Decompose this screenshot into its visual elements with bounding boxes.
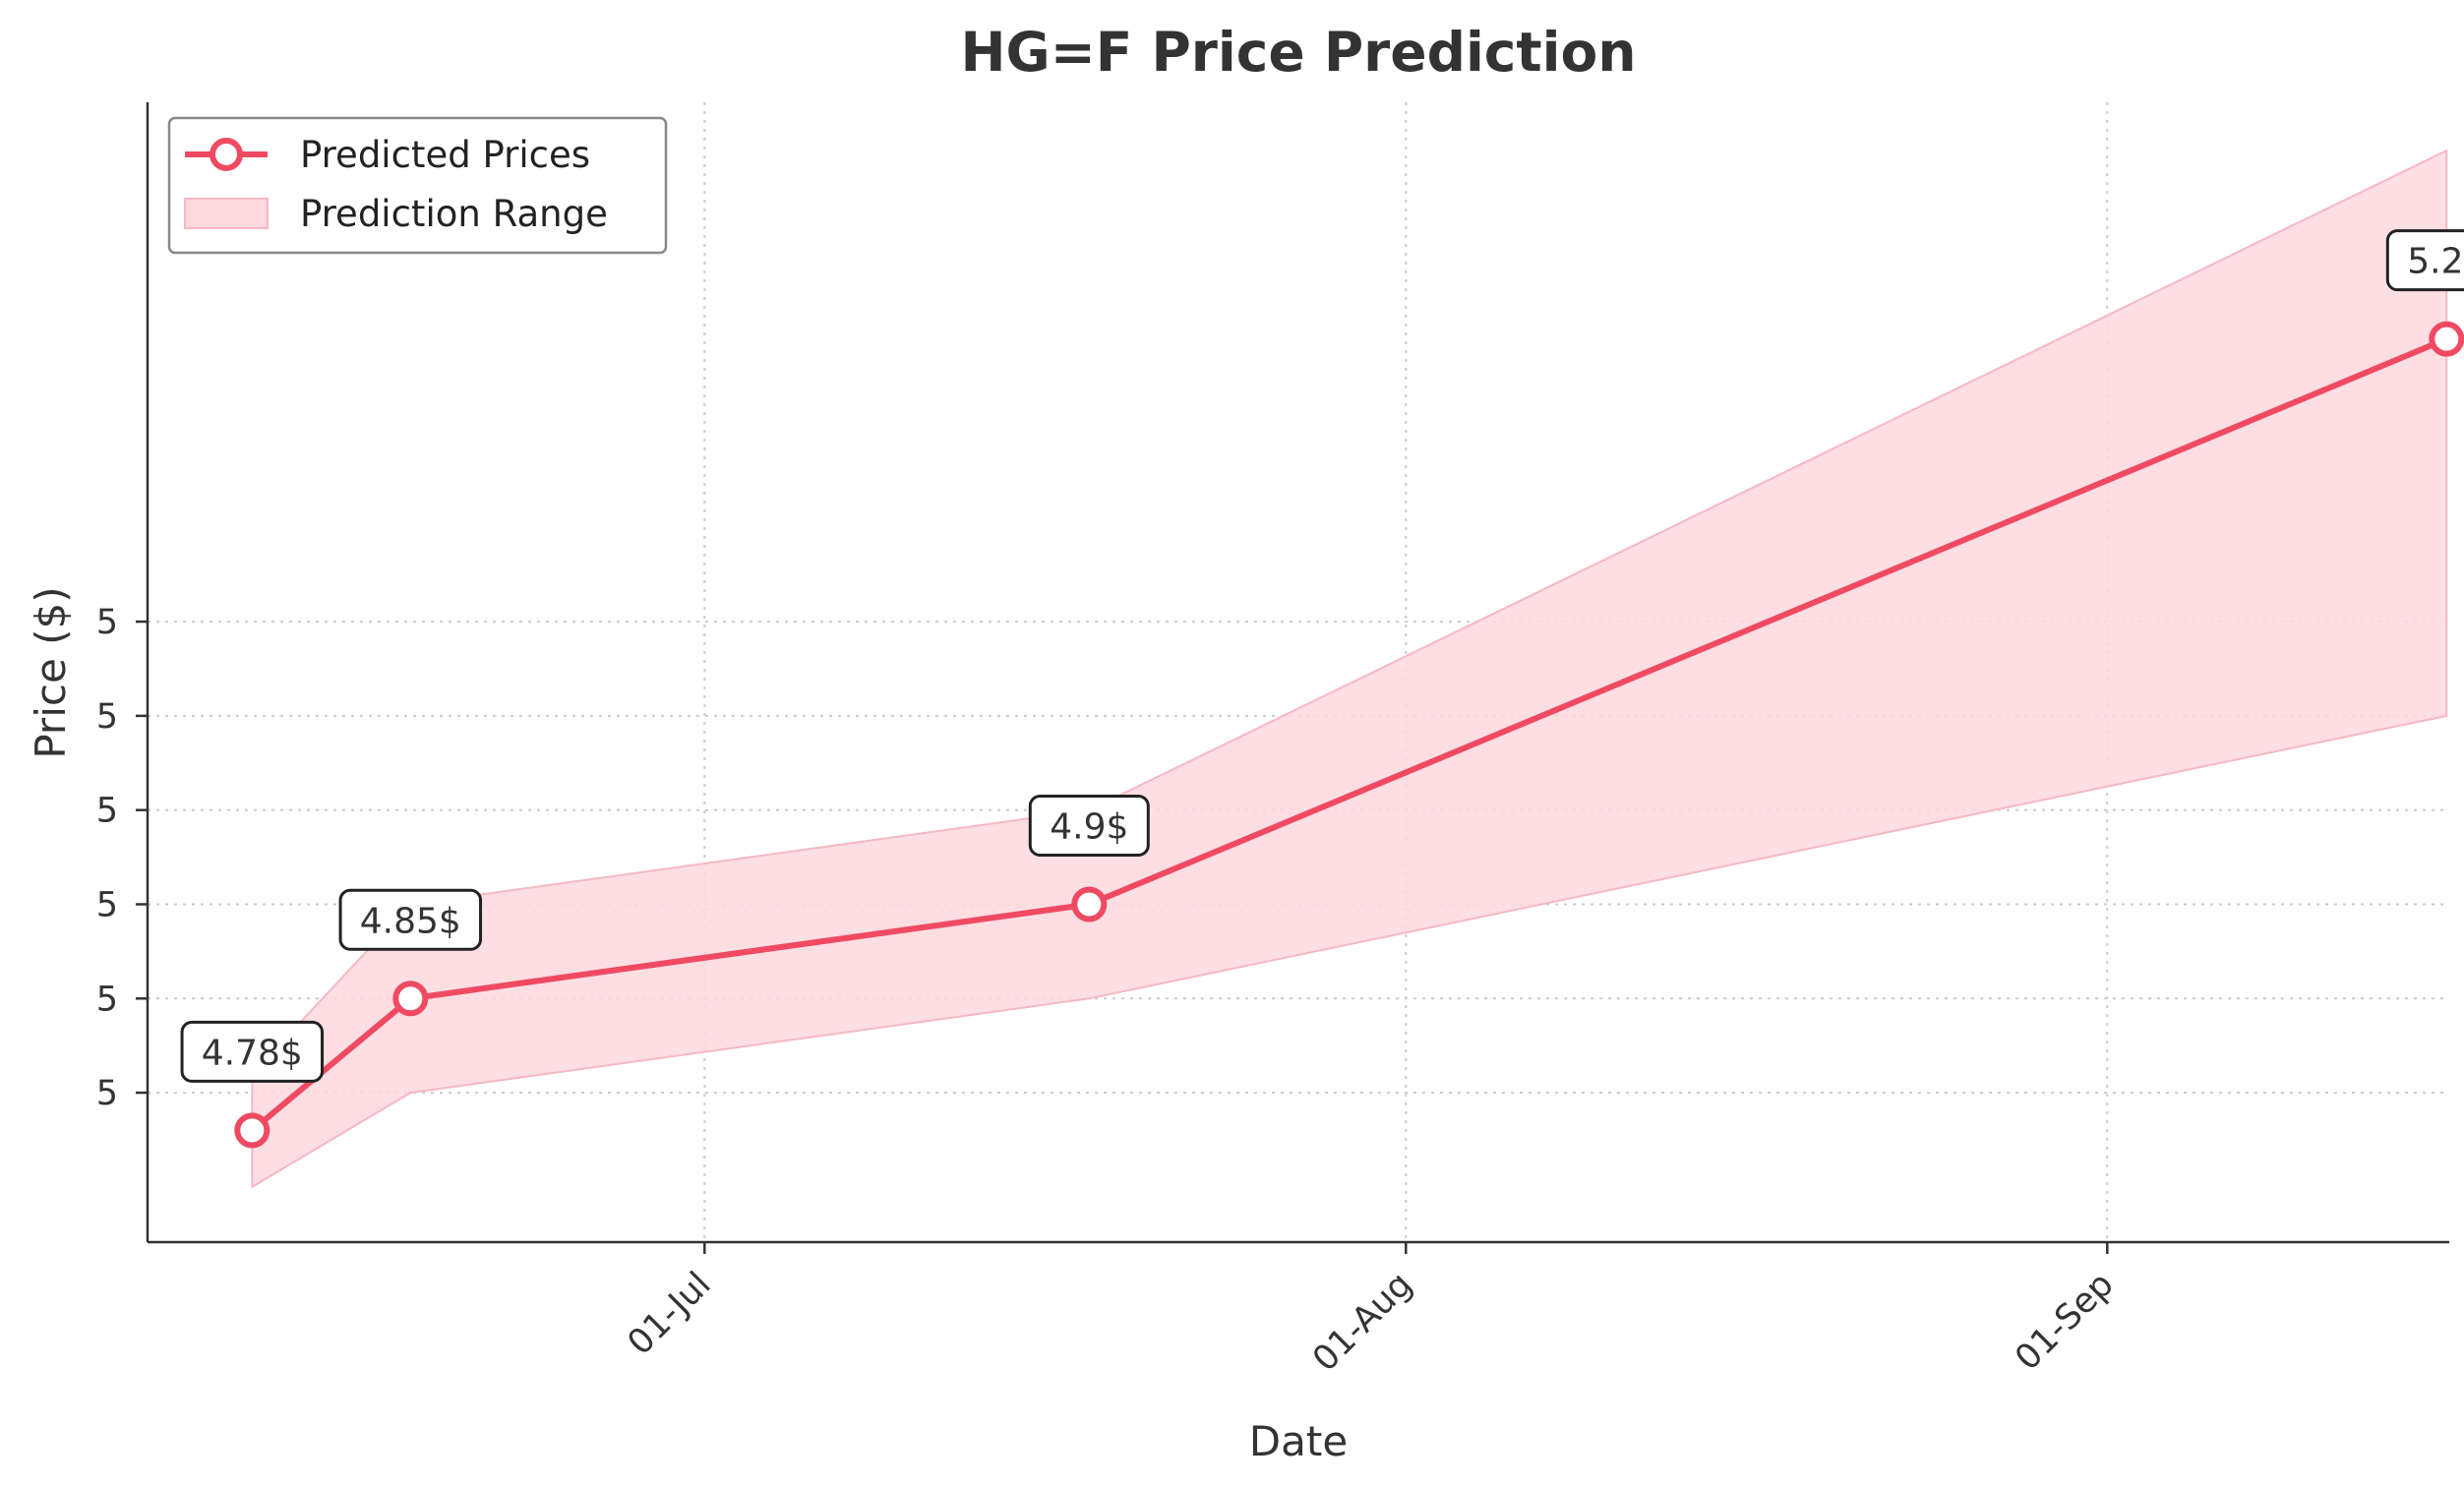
data-label-box [338,888,483,951]
y-axis-label: Price ($) [27,586,75,758]
legend-box [167,116,668,255]
prediction-range-band [251,149,2448,1189]
annotation-layer: 4.78$ 4.85$ 4.9$ 5.2$ [180,229,2464,1083]
data-label-box [180,1020,325,1083]
chart-title: HG=F Price Prediction [961,21,1637,84]
line-layer [250,335,2448,1133]
legend: Predicted Prices Prediction Range [167,116,668,255]
legend-marker-swatch [210,138,243,171]
data-label: 5.2$ [2407,242,2464,282]
y-tick-label: 5 [96,697,118,737]
y-tick-layer: 5 5 5 5 5 5 [96,603,148,1113]
data-label: 4.85$ [360,901,461,941]
data-label: 4.9$ [1050,806,1128,847]
y-tick-label: 5 [96,1074,118,1113]
data-point [234,1112,270,1149]
data-label-box [1028,794,1150,857]
data-label-box [2385,229,2464,292]
y-tick-label: 5 [96,792,118,831]
band-layer [251,149,2448,1189]
y-tick-label: 5 [96,980,118,1019]
point-layer [234,321,2464,1149]
data-point [2429,321,2464,357]
data-point [392,981,429,1017]
predicted-prices-line [250,335,2448,1133]
legend-label-predicted: Predicted Prices [300,134,590,176]
x-axis-label: Date [1249,1417,1348,1465]
y-tick-label: 5 [96,885,118,924]
y-tick-label: 5 [96,603,118,642]
data-label: 4.78$ [202,1033,303,1073]
legend-band-swatch [184,198,269,229]
data-point [1071,886,1108,923]
legend-label-range: Prediction Range [300,193,608,235]
